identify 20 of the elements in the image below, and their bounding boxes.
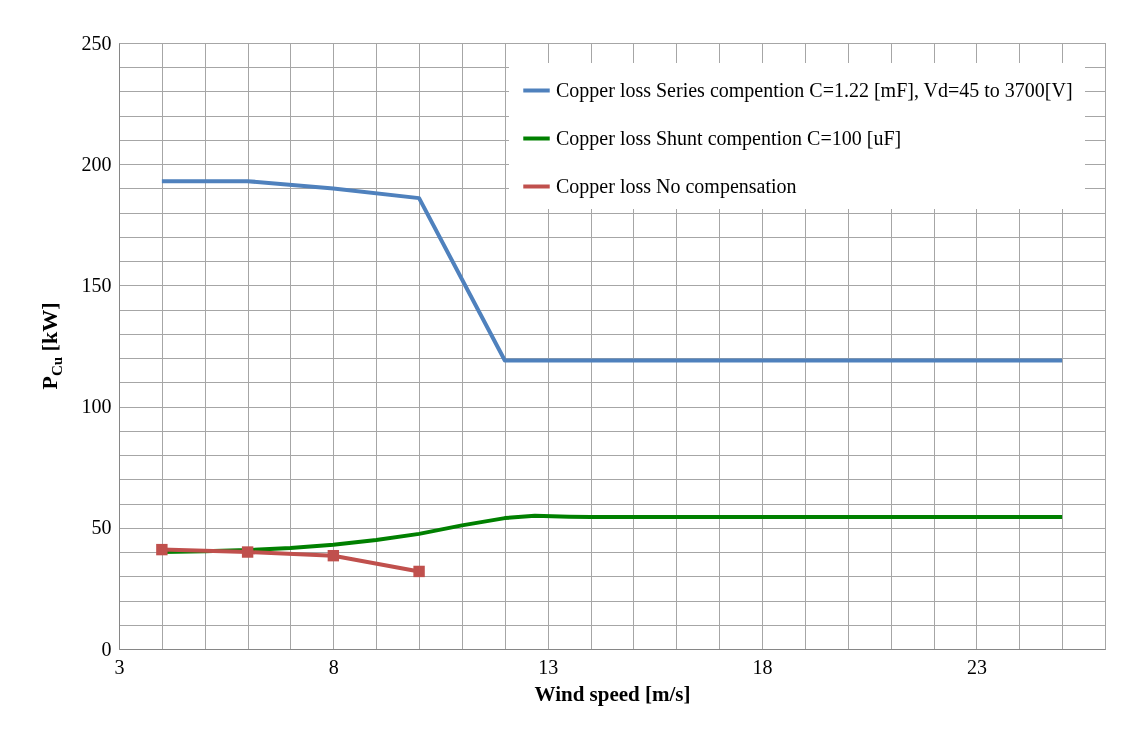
legend-label: Copper loss Shunt compention C=100 [uF] bbox=[556, 126, 902, 150]
x-tick-label: 3 bbox=[114, 655, 125, 678]
point bbox=[327, 549, 340, 562]
point bbox=[156, 543, 168, 556]
x-tick-label: 13 bbox=[538, 655, 559, 678]
y-tick-label: 0 bbox=[101, 637, 112, 660]
legend-label: Copper loss No compensation bbox=[556, 174, 797, 198]
y-tick-label: 250 bbox=[81, 31, 112, 54]
x-axis-title: Wind speed [m/s] bbox=[534, 681, 691, 706]
legend-label: Copper loss Series compention C=1.22 [mF], Vd=45 to 3700[V] bbox=[556, 78, 1073, 102]
point bbox=[241, 546, 254, 558]
y-tick-label: 150 bbox=[81, 273, 112, 296]
x-tick-label: 23 bbox=[966, 655, 987, 678]
point bbox=[413, 565, 425, 578]
y-tick-label: 100 bbox=[81, 395, 112, 418]
y-tick-label: 200 bbox=[81, 152, 112, 175]
x-tick-label: 8 bbox=[328, 655, 339, 678]
y-tick-label: 50 bbox=[91, 516, 112, 539]
x-tick-label: 18 bbox=[752, 655, 773, 678]
line-series bbox=[159, 179, 1065, 363]
